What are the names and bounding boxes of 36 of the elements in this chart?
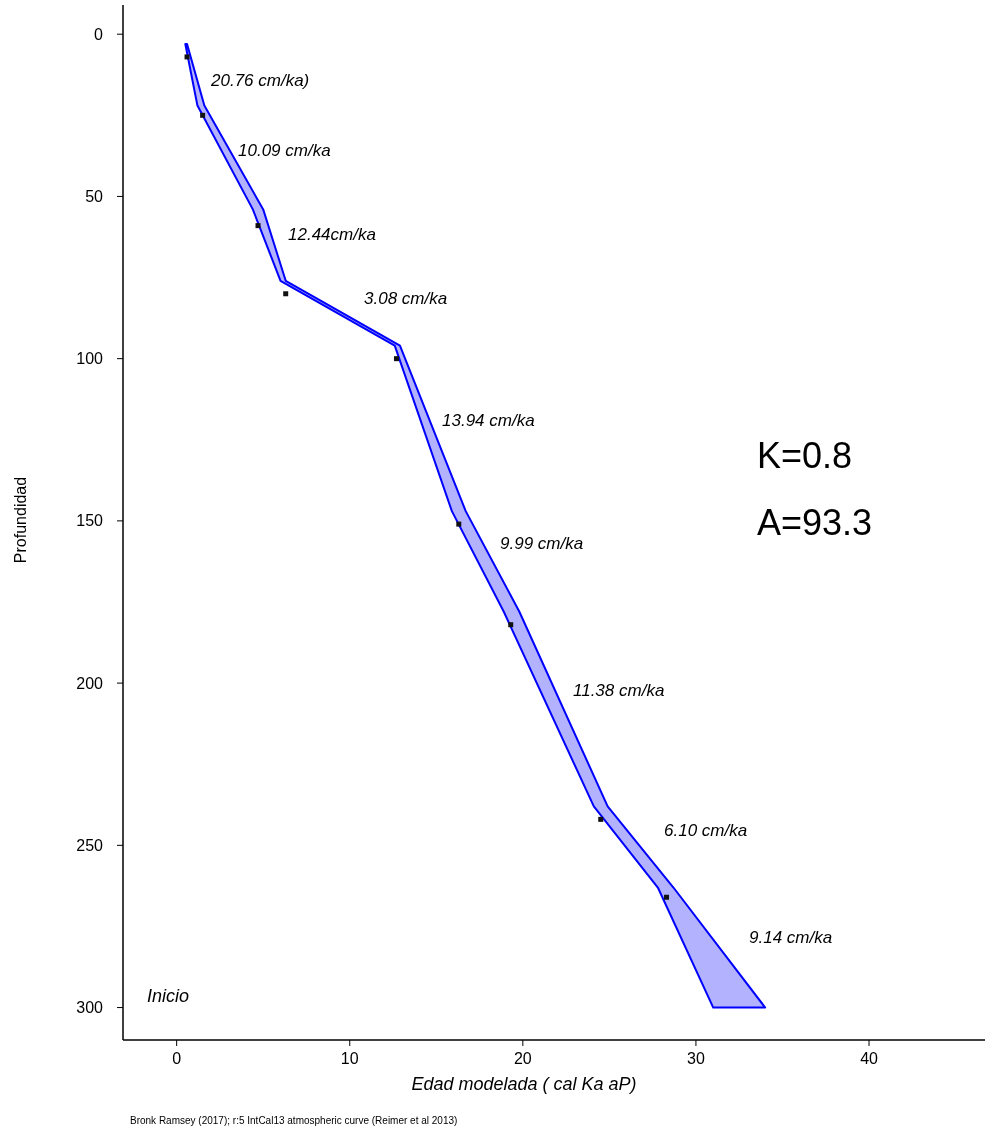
annotation: 13.94 cm/ka [442,411,535,430]
x-tick-label: 0 [172,1050,182,1067]
point [200,112,206,118]
annotation: 10.09 cm/ka [238,141,331,160]
point [393,356,399,362]
text: Bronk Ramsey (2017); r:5 IntCal13 atmospheric curve (Reimer et al 2013) [130,1115,458,1126]
x-tick-label: 20 [513,1050,532,1067]
annotation: Inicio [147,986,190,1006]
annotation: 11.38 cm/ka [573,681,665,700]
x-axis-title: Edad modelada ( cal Ka aP) [411,1074,637,1094]
y-tick-label: 300 [76,999,104,1017]
y-axis-title: Profundidad [12,476,29,564]
y-tick-label: 0 [94,25,104,43]
annotation: 6.10 cm/ka [664,821,748,840]
annotation: 9.99 cm/ka [500,534,584,553]
y-tick-label: 150 [76,512,104,530]
point [184,54,190,60]
y-tick-label: 50 [85,188,104,206]
point [598,816,604,822]
y-tick-label: 200 [76,674,104,692]
annotation: 20.76 cm/ka) [210,71,310,90]
point [508,622,514,628]
point [456,521,462,527]
point [283,291,289,297]
annotation: 12.44cm/ka [288,225,376,244]
x-tick-label: 10 [340,1050,359,1067]
y-tick-label: 100 [76,350,104,368]
y-tick-label: 250 [76,836,104,854]
annotation: 9.14 cm/ka [749,928,833,947]
point [255,223,261,229]
annotation: K=0.8 [757,435,853,476]
annotation: A=93.3 [757,502,873,543]
point [664,894,670,900]
annotation: 3.08 cm/ka [364,289,448,308]
x-tick-label: 30 [687,1050,705,1067]
x-tick-label: 40 [860,1050,879,1067]
